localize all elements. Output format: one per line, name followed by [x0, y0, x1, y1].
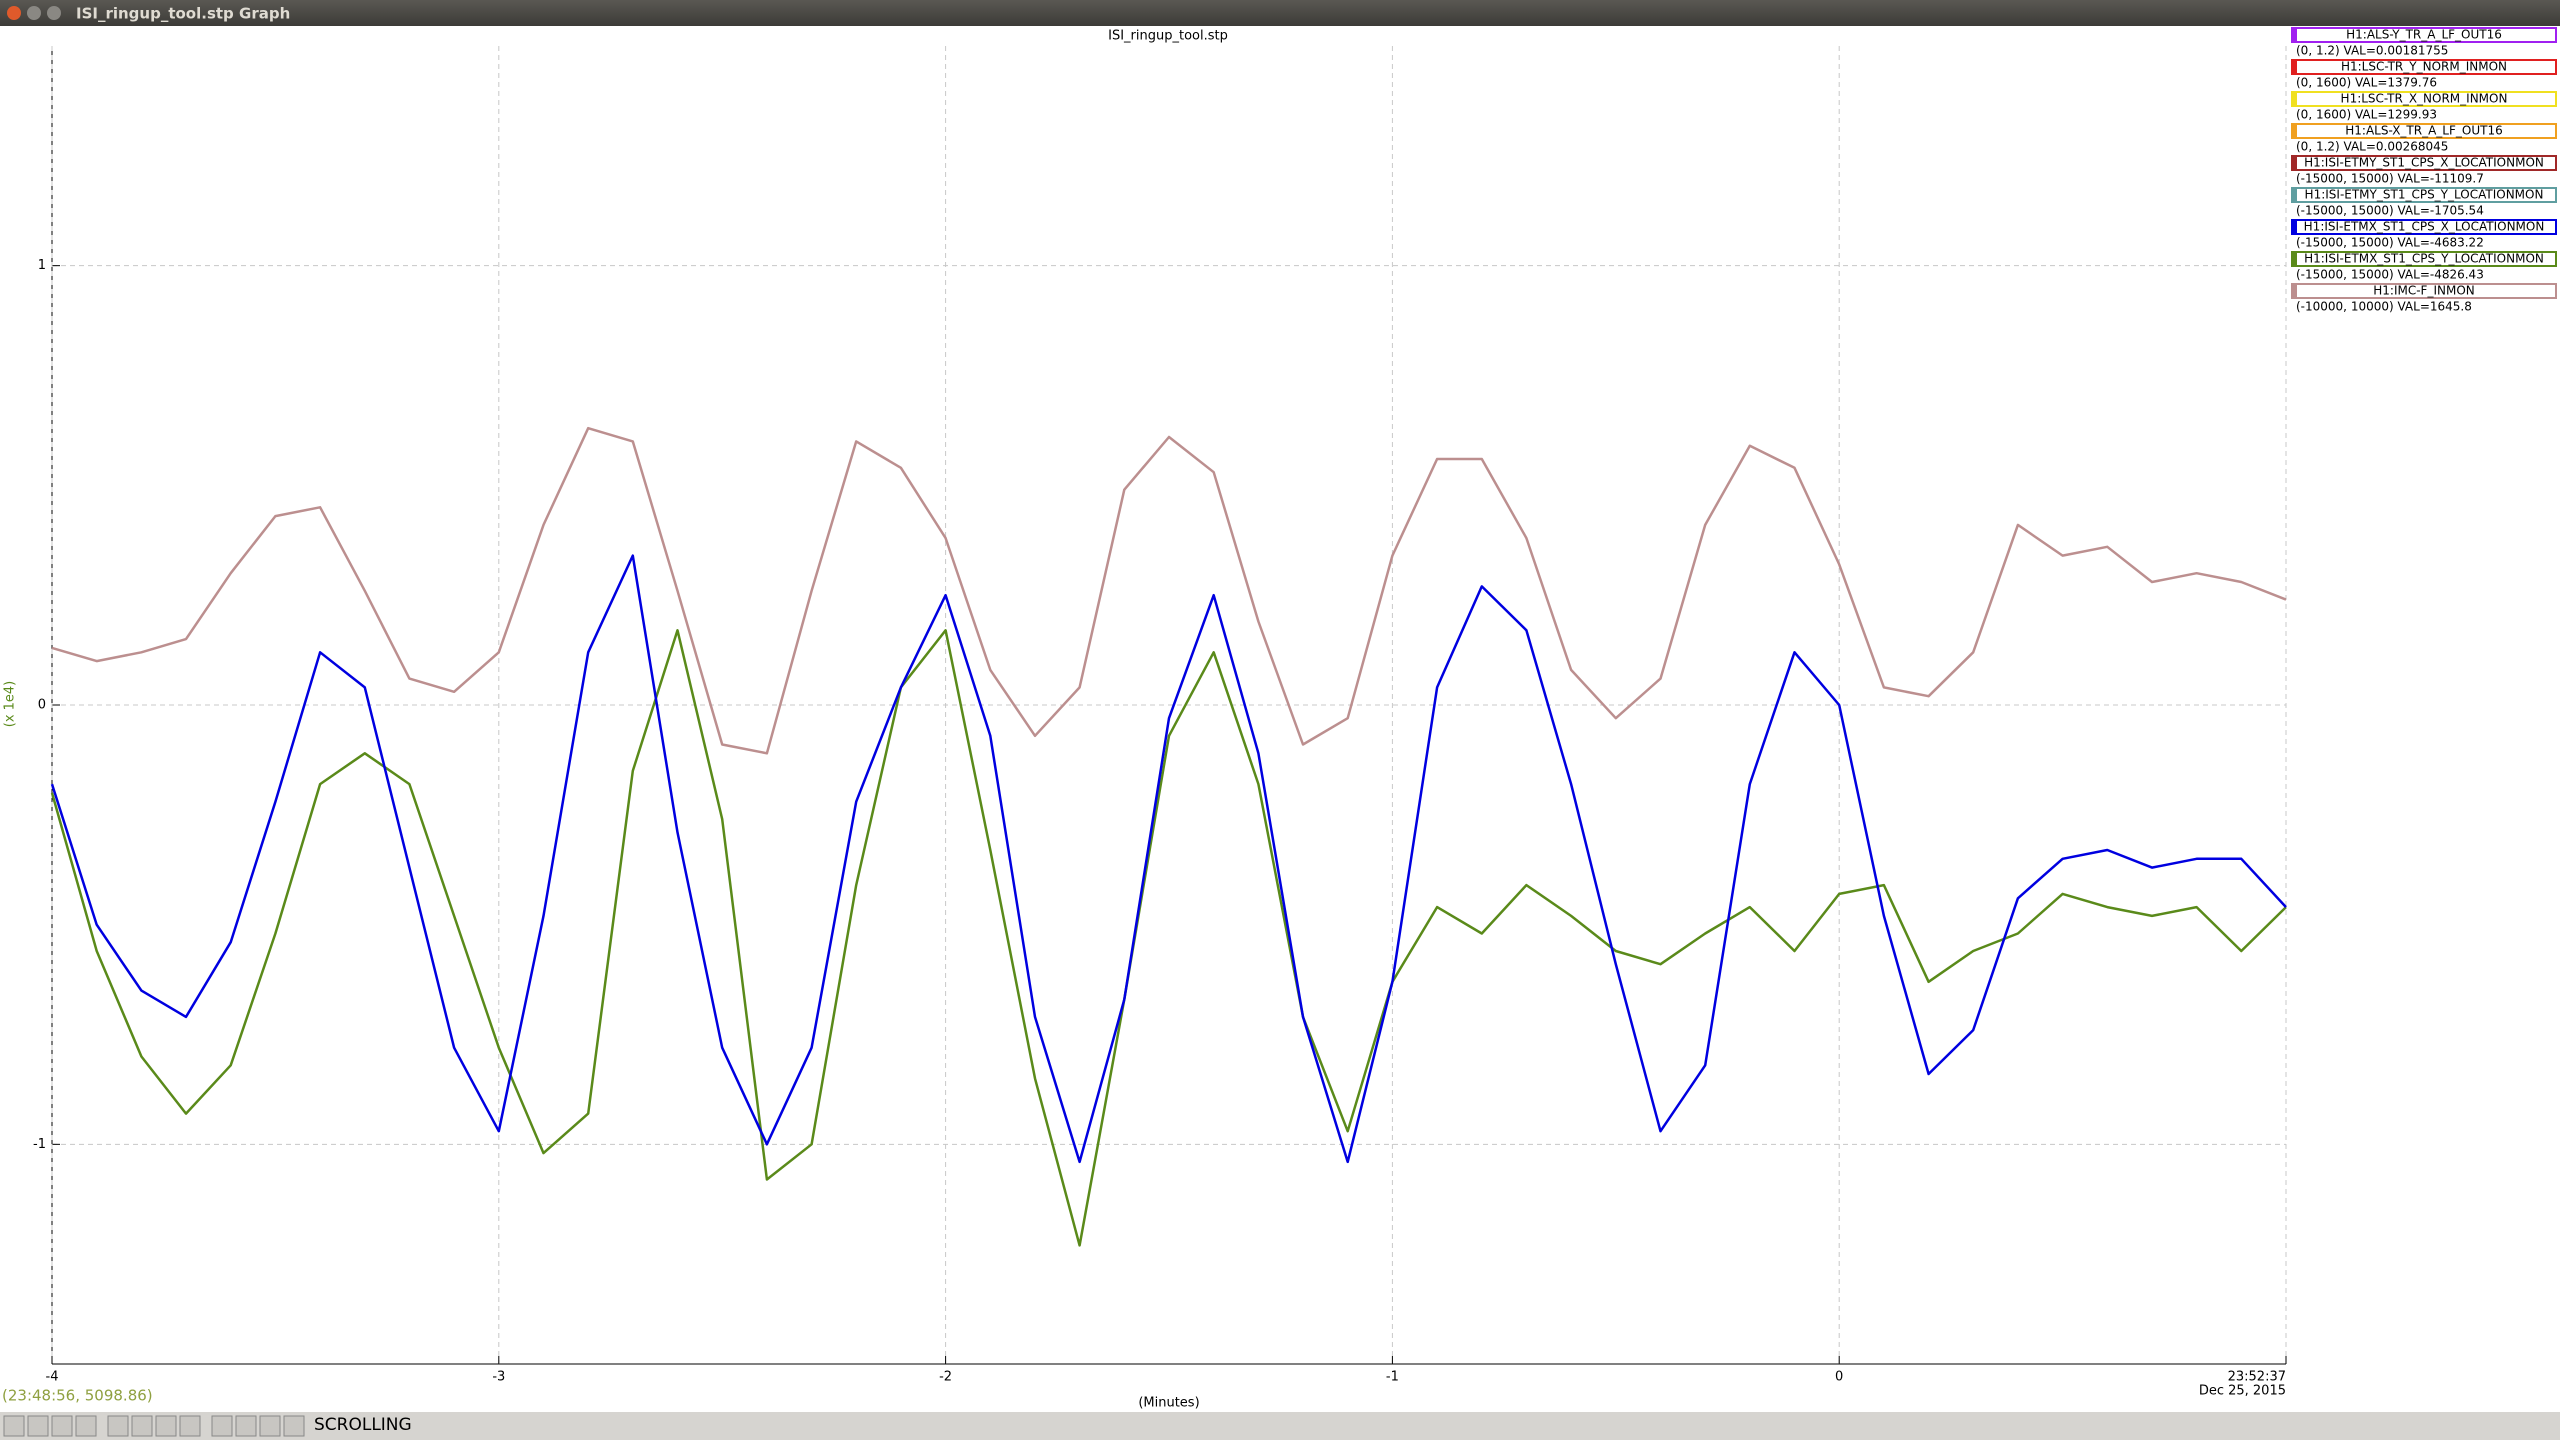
toolbar-button[interactable] [107, 1415, 129, 1437]
legend-name: H1:LSC-TR_X_NORM_INMON [2341, 92, 2508, 106]
toolbar-button[interactable] [235, 1415, 257, 1437]
legend-name: H1:ISI-ETMY_ST1_CPS_Y_LOCATIONMON [2305, 188, 2544, 202]
y-tick-label: 0 [38, 698, 46, 713]
toolbar-button[interactable] [155, 1415, 177, 1437]
legend-color [2292, 220, 2297, 234]
cursor-readout: (23:48:56, 5098.86) [2, 1387, 153, 1405]
legend-range: (0, 1.2) VAL=0.00268045 [2296, 140, 2448, 154]
y-tick-label: -1 [33, 1137, 46, 1152]
legend-color [2292, 188, 2297, 202]
y-tick-label: 1 [38, 258, 46, 273]
legend-name: H1:ISI-ETMY_ST1_CPS_X_LOCATIONMON [2304, 156, 2544, 170]
legend-name: H1:ISI-ETMX_ST1_CPS_X_LOCATIONMON [2304, 220, 2545, 234]
series-line [50, 554, 2287, 1164]
legend-range: (0, 1600) VAL=1379.76 [2296, 76, 2437, 90]
toolbar-button[interactable] [27, 1415, 49, 1437]
legend-color [2292, 156, 2297, 170]
x-tick-label: -1 [1386, 1370, 1399, 1385]
series-line [50, 629, 2287, 1247]
legend-color [2292, 92, 2297, 106]
toolbar [0, 1412, 2560, 1440]
toolbar-button[interactable] [51, 1415, 73, 1437]
toolbar-button[interactable] [259, 1415, 281, 1437]
legend-color [2292, 28, 2297, 42]
close-button[interactable] [7, 6, 21, 20]
series-line [51, 426, 2287, 755]
toolbar-button[interactable] [131, 1415, 153, 1437]
legend-range: (-15000, 15000) VAL=-11109.7 [2296, 172, 2484, 186]
x-end-date: Dec 25, 2015 [2199, 1384, 2286, 1399]
mode-label: SCROLLING [314, 1415, 412, 1435]
x-tick-label: -2 [939, 1370, 952, 1385]
legend-name: H1:ISI-ETMX_ST1_CPS_Y_LOCATIONMON [2304, 252, 2544, 266]
legend-color [2292, 284, 2297, 298]
legend-range: (-15000, 15000) VAL=-4683.22 [2296, 236, 2484, 250]
toolbar-button[interactable] [283, 1415, 305, 1437]
toolbar-button[interactable] [3, 1415, 25, 1437]
window-title: ISI_ringup_tool.stp Graph [76, 5, 290, 23]
x-tick-label: 0 [1835, 1370, 1843, 1385]
x-tick-label: -4 [46, 1370, 59, 1385]
legend-range: (0, 1600) VAL=1299.93 [2296, 108, 2437, 122]
legend-color [2292, 124, 2297, 138]
chart-title: ISI_ringup_tool.stp [1108, 29, 1228, 44]
legend-name: H1:ALS-X_TR_A_LF_OUT16 [2345, 124, 2502, 138]
legend-name: H1:ALS-Y_TR_A_LF_OUT16 [2346, 28, 2502, 42]
maximize-button[interactable] [47, 6, 61, 20]
toolbar-button[interactable] [75, 1415, 97, 1437]
toolbar-button[interactable] [211, 1415, 233, 1437]
legend-range: (-10000, 10000) VAL=1645.8 [2296, 300, 2472, 314]
legend-range: (0, 1.2) VAL=0.00181755 [2296, 44, 2448, 58]
x-tick-label: 23:52:37 [2228, 1370, 2286, 1385]
legend-color [2292, 60, 2297, 74]
legend-range: (-15000, 15000) VAL=-1705.54 [2296, 204, 2484, 218]
legend-range: (-15000, 15000) VAL=-4826.43 [2296, 268, 2484, 282]
x-axis-label: (Minutes) [1138, 1396, 1199, 1411]
minimize-button[interactable] [27, 6, 41, 20]
title-bar [0, 0, 2560, 26]
x-tick-label: -3 [492, 1370, 505, 1385]
legend-name: H1:LSC-TR_Y_NORM_INMON [2341, 60, 2507, 74]
legend-name: H1:IMC-F_INMON [2373, 284, 2475, 298]
legend-color [2292, 252, 2297, 266]
toolbar-button[interactable] [179, 1415, 201, 1437]
y-axis-label: (x 1e4) [3, 681, 18, 728]
